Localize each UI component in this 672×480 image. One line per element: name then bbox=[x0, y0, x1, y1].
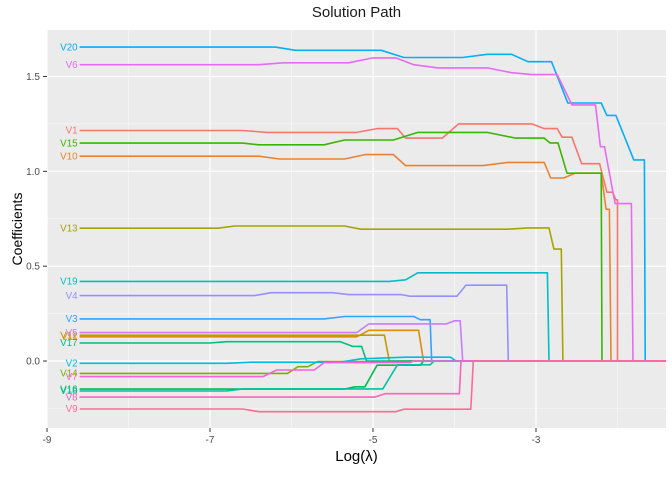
series-label-V19: V19 bbox=[60, 277, 77, 288]
series-label-V11: V11 bbox=[61, 332, 78, 343]
series-line-V13 bbox=[79, 225, 666, 362]
y-tick-label: 1.0 bbox=[26, 167, 40, 178]
series-label-V3: V3 bbox=[66, 314, 79, 325]
x-tick-label: -9 bbox=[43, 435, 52, 446]
series-line-V10 bbox=[79, 153, 666, 362]
x-axis-title: Log(λ) bbox=[335, 448, 378, 465]
series-line-V7 bbox=[79, 360, 666, 378]
series-line-V3 bbox=[79, 315, 666, 362]
y-tick-label: 1.5 bbox=[26, 72, 40, 83]
series-label-V10: V10 bbox=[60, 151, 78, 162]
series-label-V9: V9 bbox=[66, 404, 78, 415]
chart-title: Solution Path bbox=[311, 4, 402, 21]
series-label-V7: V7 bbox=[66, 372, 78, 383]
series-lines bbox=[79, 46, 666, 413]
series-line-V20 bbox=[79, 46, 666, 362]
series-label-V12: V12 bbox=[60, 330, 77, 341]
series-label-V18: V18 bbox=[60, 386, 78, 397]
series-line-V9 bbox=[79, 360, 666, 413]
series-line-V5 bbox=[79, 319, 666, 362]
series-label-V16: V16 bbox=[60, 384, 78, 395]
x-tick-label: -5 bbox=[369, 435, 378, 446]
series-line-V4 bbox=[79, 284, 666, 362]
y-tick-label: 0.5 bbox=[26, 262, 40, 273]
series-label-V14: V14 bbox=[60, 369, 78, 380]
series-line-V6 bbox=[79, 57, 666, 362]
y-tick-label: 0.0 bbox=[26, 357, 40, 368]
x-tick-label: -3 bbox=[532, 435, 541, 446]
series-label-V4: V4 bbox=[66, 291, 79, 302]
x-tick-label: -7 bbox=[206, 435, 215, 446]
series-label-V20: V20 bbox=[60, 42, 78, 53]
series-label-V8: V8 bbox=[66, 392, 79, 403]
series-label-V13: V13 bbox=[60, 223, 78, 234]
series-label-V15: V15 bbox=[60, 138, 78, 149]
series-label-V1: V1 bbox=[66, 126, 78, 137]
series-label-V2: V2 bbox=[66, 359, 78, 370]
series-line-V15 bbox=[79, 131, 666, 362]
series-label-V17: V17 bbox=[60, 338, 77, 349]
series-line-V2 bbox=[79, 356, 666, 365]
series-label-V5: V5 bbox=[66, 328, 79, 339]
series-label-V6: V6 bbox=[66, 60, 79, 71]
y-axis-title: Coefficients bbox=[9, 192, 25, 266]
